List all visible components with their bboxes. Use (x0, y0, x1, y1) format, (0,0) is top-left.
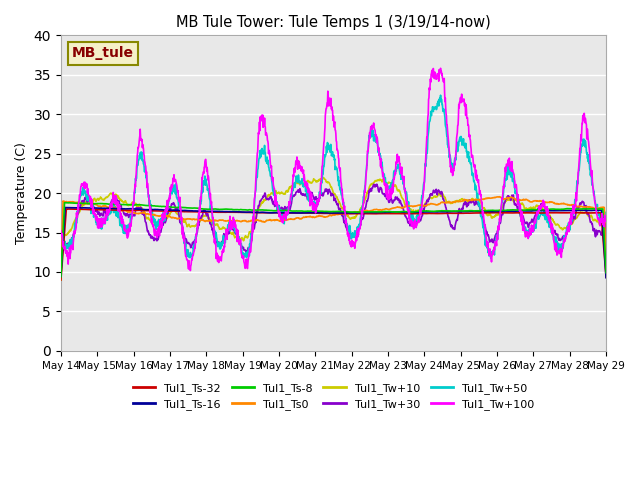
Tul1_Ts0 (300, 214, 307, 220)
Tul1_Ts-8 (289, 208, 296, 214)
Tul1_Ts-8 (310, 208, 317, 214)
Tul1_Ts-32 (122, 207, 129, 213)
Tul1_Tw+10 (319, 175, 326, 180)
Line: Tul1_Ts-8: Tul1_Ts-8 (61, 203, 606, 277)
Tul1_Tw+10 (122, 198, 129, 204)
Tul1_Tw+100 (602, 215, 610, 221)
Tul1_Ts0 (602, 264, 610, 270)
Tul1_Ts0 (122, 208, 129, 214)
Tul1_Ts-8 (122, 202, 129, 207)
Tul1_Ts-16 (61, 204, 69, 210)
Line: Tul1_Tw+30: Tul1_Tw+30 (61, 184, 606, 272)
Tul1_Tw+50 (99, 219, 107, 225)
Tul1_Ts0 (289, 216, 296, 222)
Tul1_Tw+50 (310, 204, 317, 210)
Y-axis label: Temperature (C): Temperature (C) (15, 142, 28, 244)
Tul1_Ts0 (310, 214, 317, 220)
Legend: Tul1_Ts-32, Tul1_Ts-16, Tul1_Ts-8, Tul1_Ts0, Tul1_Tw+10, Tul1_Tw+30, Tul1_Tw+50,: Tul1_Ts-32, Tul1_Ts-16, Tul1_Ts-8, Tul1_… (128, 378, 539, 415)
Tul1_Ts-32 (602, 274, 610, 280)
Tul1_Tw+100 (122, 228, 129, 234)
Tul1_Tw+10 (367, 181, 375, 187)
Tul1_Tw+30 (373, 181, 381, 187)
Tul1_Tw+30 (99, 213, 107, 219)
Tul1_Ts-8 (367, 209, 375, 215)
Tul1_Ts-16 (367, 210, 375, 216)
Line: Tul1_Tw+50: Tul1_Tw+50 (61, 95, 606, 258)
Tul1_Tw+50 (122, 228, 129, 234)
Tul1_Tw+10 (300, 181, 307, 187)
Tul1_Ts-8 (300, 208, 308, 214)
Tul1_Tw+50 (57, 232, 65, 238)
Tul1_Ts0 (367, 208, 375, 214)
Tul1_Tw+10 (289, 183, 296, 189)
Tul1_Ts-32 (57, 277, 65, 283)
Tul1_Ts-32 (300, 210, 308, 216)
Tul1_Tw+30 (602, 263, 610, 269)
Tul1_Tw+50 (487, 255, 495, 261)
Tul1_Tw+100 (310, 200, 317, 206)
Title: MB Tule Tower: Tule Temps 1 (3/19/14-now): MB Tule Tower: Tule Temps 1 (3/19/14-now… (176, 15, 491, 30)
Tul1_Ts-32 (310, 210, 317, 216)
Tul1_Tw+100 (99, 217, 107, 223)
Tul1_Tw+30 (289, 195, 296, 201)
Tul1_Tw+50 (367, 132, 375, 138)
Tul1_Ts0 (99, 203, 107, 209)
Tul1_Tw+30 (122, 212, 129, 217)
Tul1_Ts-16 (122, 206, 129, 212)
Tul1_Ts-32 (289, 210, 296, 216)
Tul1_Tw+30 (310, 193, 317, 199)
Tul1_Tw+30 (57, 269, 65, 275)
Line: Tul1_Tw+100: Tul1_Tw+100 (61, 68, 606, 271)
Tul1_Ts-16 (57, 274, 65, 279)
Tul1_Tw+100 (436, 65, 444, 71)
Tul1_Tw+30 (300, 192, 307, 198)
Tul1_Tw+100 (289, 180, 296, 186)
Tul1_Ts0 (57, 273, 65, 278)
Line: Tul1_Ts0: Tul1_Ts0 (61, 197, 606, 276)
Tul1_Tw+10 (602, 270, 610, 276)
Tul1_Ts-32 (100, 207, 108, 213)
Tul1_Ts-32 (367, 211, 375, 216)
Line: Tul1_Tw+10: Tul1_Tw+10 (61, 178, 606, 280)
Tul1_Tw+50 (289, 189, 296, 194)
Tul1_Ts-8 (100, 201, 108, 207)
Tul1_Tw+100 (57, 228, 65, 234)
Tul1_Ts-16 (602, 275, 610, 281)
Tul1_Tw+10 (57, 277, 65, 283)
Tul1_Tw+10 (99, 197, 107, 203)
Tul1_Tw+30 (367, 188, 375, 193)
Tul1_Tw+100 (367, 124, 375, 130)
Tul1_Ts-8 (57, 274, 65, 280)
Tul1_Ts0 (495, 194, 503, 200)
Tul1_Ts-16 (289, 210, 296, 216)
Tul1_Ts-16 (300, 210, 308, 216)
Tul1_Tw+100 (300, 178, 308, 184)
Line: Tul1_Ts-16: Tul1_Ts-16 (61, 207, 606, 278)
Tul1_Tw+50 (300, 184, 307, 190)
Line: Tul1_Ts-32: Tul1_Ts-32 (61, 209, 606, 280)
Tul1_Ts-8 (61, 200, 68, 205)
Tul1_Ts-8 (602, 270, 610, 276)
Tul1_Tw+10 (310, 177, 317, 183)
Text: MB_tule: MB_tule (72, 47, 134, 60)
Tul1_Tw+50 (436, 92, 444, 98)
Tul1_Tw+50 (602, 214, 610, 220)
Tul1_Ts-16 (100, 205, 108, 211)
Tul1_Tw+100 (186, 268, 194, 274)
Tul1_Ts-32 (63, 206, 70, 212)
Tul1_Ts-16 (310, 210, 317, 216)
